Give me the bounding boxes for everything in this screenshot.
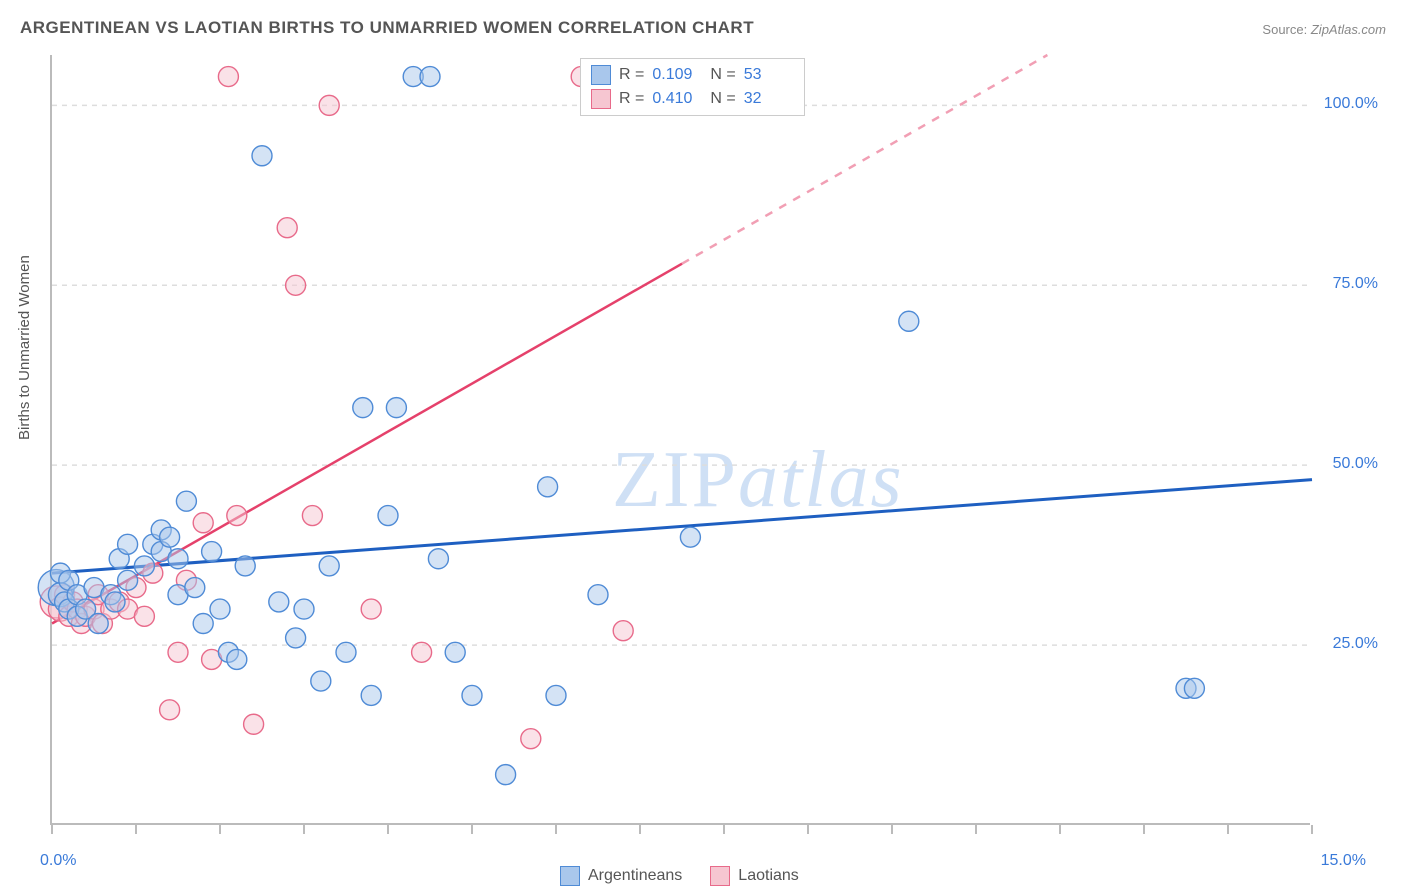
- data-point: [412, 642, 432, 662]
- stats-box: R = 0.109 N = 53 R = 0.410 N = 32: [580, 58, 805, 116]
- data-point: [244, 714, 264, 734]
- data-point: [168, 642, 188, 662]
- data-point: [105, 592, 125, 612]
- legend-label-2: Laotians: [738, 867, 799, 885]
- data-point: [168, 549, 188, 569]
- data-point: [361, 599, 381, 619]
- data-point: [210, 599, 230, 619]
- data-point: [286, 628, 306, 648]
- n-label: N =: [710, 66, 735, 84]
- data-point: [286, 275, 306, 295]
- plot-svg: [52, 55, 1310, 823]
- x-label-min: 0.0%: [40, 852, 76, 870]
- data-point: [185, 578, 205, 598]
- data-point: [462, 685, 482, 705]
- data-point: [546, 685, 566, 705]
- plot-area: ZIPatlas: [50, 55, 1310, 825]
- legend: Argentineans Laotians: [560, 866, 799, 886]
- chart-container: ARGENTINEAN VS LAOTIAN BIRTHS TO UNMARRI…: [0, 0, 1406, 892]
- legend-item-2: Laotians: [710, 866, 799, 886]
- x-label-max: 15.0%: [1321, 852, 1366, 870]
- n-value-1: 53: [744, 66, 794, 84]
- data-point: [118, 570, 138, 590]
- y-axis-label: Births to Unmarried Women: [16, 255, 33, 440]
- stats-row-2: R = 0.410 N = 32: [591, 87, 794, 111]
- n-label-2: N =: [710, 90, 735, 108]
- data-point: [420, 67, 440, 87]
- data-point: [386, 398, 406, 418]
- data-point: [319, 556, 339, 576]
- data-point: [361, 685, 381, 705]
- data-point: [521, 729, 541, 749]
- n-value-2: 32: [744, 90, 794, 108]
- legend-swatch-2-icon: [710, 866, 730, 886]
- data-point: [445, 642, 465, 662]
- data-point: [899, 311, 919, 331]
- data-point: [202, 542, 222, 562]
- data-point: [160, 527, 180, 547]
- data-point: [496, 765, 516, 785]
- data-point: [302, 506, 322, 526]
- data-point: [319, 95, 339, 115]
- data-point: [378, 506, 398, 526]
- data-point: [193, 614, 213, 634]
- data-point: [227, 649, 247, 669]
- r-label: R =: [619, 66, 644, 84]
- data-point: [218, 67, 238, 87]
- swatch-laotians: [591, 89, 611, 109]
- r-value-2: 0.410: [652, 90, 702, 108]
- data-point: [613, 621, 633, 641]
- r-value-1: 0.109: [652, 66, 702, 84]
- legend-item-1: Argentineans: [560, 866, 682, 886]
- data-point: [680, 527, 700, 547]
- data-point: [227, 506, 247, 526]
- data-point: [134, 606, 154, 626]
- data-point: [538, 477, 558, 497]
- source-label: Source:: [1262, 22, 1307, 37]
- source-attribution: Source: ZipAtlas.com: [1262, 22, 1386, 37]
- data-point: [1184, 678, 1204, 698]
- data-point: [353, 398, 373, 418]
- data-point: [269, 592, 289, 612]
- y-tick-label: 50.0%: [1333, 455, 1378, 473]
- y-tick-label: 100.0%: [1324, 95, 1378, 113]
- data-point: [160, 700, 180, 720]
- r-label-2: R =: [619, 90, 644, 108]
- stats-row-1: R = 0.109 N = 53: [591, 63, 794, 87]
- data-point: [311, 671, 331, 691]
- legend-label-1: Argentineans: [588, 867, 682, 885]
- data-point: [235, 556, 255, 576]
- data-point: [336, 642, 356, 662]
- data-point: [134, 556, 154, 576]
- source-value: ZipAtlas.com: [1311, 22, 1386, 37]
- data-point: [118, 534, 138, 554]
- swatch-argentineans: [591, 65, 611, 85]
- legend-swatch-1-icon: [560, 866, 580, 886]
- data-point: [176, 491, 196, 511]
- data-point: [428, 549, 448, 569]
- data-point: [252, 146, 272, 166]
- y-tick-label: 75.0%: [1333, 275, 1378, 293]
- chart-title: ARGENTINEAN VS LAOTIAN BIRTHS TO UNMARRI…: [20, 18, 754, 38]
- data-point: [294, 599, 314, 619]
- data-point: [277, 218, 297, 238]
- data-point: [193, 513, 213, 533]
- data-point: [88, 614, 108, 634]
- data-point: [588, 585, 608, 605]
- y-tick-label: 25.0%: [1333, 635, 1378, 653]
